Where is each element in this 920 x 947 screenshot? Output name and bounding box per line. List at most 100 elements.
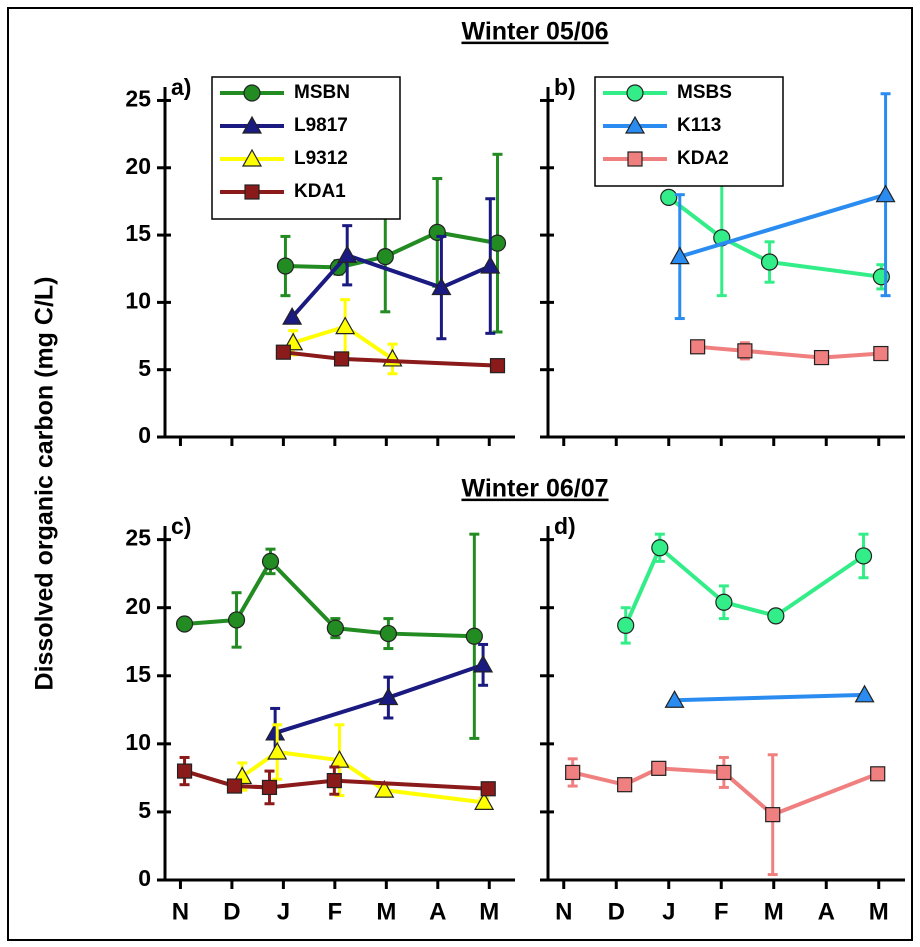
x-tick-label: J — [662, 898, 675, 925]
data-point — [431, 277, 452, 296]
x-tick-label: M — [764, 898, 784, 925]
legend-label: L9312 — [294, 148, 348, 169]
data-point — [379, 624, 397, 643]
data-point — [870, 766, 886, 782]
y-tick-label: 20 — [125, 153, 151, 179]
y-tick-label: 10 — [125, 287, 151, 313]
data-point — [669, 246, 690, 265]
data-point — [176, 763, 193, 779]
data-point — [716, 764, 732, 781]
data-point — [489, 358, 506, 374]
legend-marker — [241, 115, 263, 134]
data-point — [875, 184, 896, 203]
x-tick-label: A — [429, 898, 446, 925]
y-tick-label: 5 — [138, 797, 151, 823]
legend-marker — [241, 148, 263, 167]
data-point — [813, 349, 830, 366]
panel-label: c) — [171, 513, 191, 539]
data-point — [715, 593, 733, 611]
x-tick-label: F — [328, 898, 343, 925]
data-point — [617, 616, 635, 634]
x-tick-label: N — [172, 898, 189, 925]
y-tick-label: 5 — [138, 355, 151, 381]
series-line — [697, 344, 881, 360]
data-point — [474, 792, 495, 810]
y-tick-label: 25 — [125, 86, 151, 112]
legend-label: KDA2 — [677, 148, 729, 169]
data-point — [227, 611, 246, 629]
data-point — [488, 234, 507, 252]
y-tick-label: 20 — [125, 593, 151, 619]
data-point — [473, 654, 494, 673]
data-point — [617, 777, 633, 793]
data-point — [337, 245, 358, 263]
data-point — [854, 684, 875, 703]
data-point — [664, 690, 685, 708]
data-point — [267, 741, 288, 760]
legend-label: MSBN — [294, 82, 350, 103]
legend-marker — [243, 84, 261, 102]
data-point — [690, 339, 706, 355]
data-point — [226, 778, 243, 794]
data-point — [261, 779, 278, 796]
data-point — [335, 316, 356, 335]
panel-title: Winter 05/06 — [461, 18, 608, 46]
data-point — [480, 781, 496, 797]
series-line — [290, 253, 492, 319]
data-point — [175, 615, 194, 633]
y-tick-label: 0 — [138, 422, 151, 448]
panel-label: b) — [554, 74, 576, 100]
data-point — [565, 764, 581, 781]
y-tick-label: 10 — [125, 729, 151, 755]
data-point — [326, 619, 344, 637]
y-tick-label: 25 — [125, 525, 151, 551]
legend-marker — [244, 184, 260, 200]
legend-marker — [624, 115, 646, 134]
data-point — [760, 253, 779, 271]
data-point — [854, 547, 873, 565]
data-point — [737, 343, 753, 359]
series-line — [674, 692, 865, 703]
x-tick-label: J — [277, 898, 290, 925]
data-point — [282, 306, 303, 325]
legend-label: L9817 — [294, 115, 348, 136]
data-point — [326, 773, 342, 789]
y-axis-label: Dissolved organic carbon (mg C/L) — [31, 277, 59, 691]
x-tick-label: M — [376, 898, 396, 925]
data-point — [651, 539, 669, 557]
panel-label: a) — [171, 74, 191, 100]
series-line — [572, 766, 879, 817]
data-point — [660, 188, 678, 206]
x-tick-label: F — [714, 898, 729, 925]
legend-label: KDA1 — [294, 181, 346, 202]
data-point — [767, 607, 785, 625]
data-point — [276, 257, 295, 275]
data-point — [329, 749, 350, 768]
legend-marker — [627, 151, 643, 167]
series-line — [184, 559, 475, 639]
data-point — [275, 344, 291, 360]
data-point — [765, 807, 781, 823]
data-point — [651, 760, 667, 776]
panel-label: d) — [554, 513, 576, 539]
panel-title: Winter 06/07 — [461, 475, 608, 503]
legend-box — [211, 76, 401, 220]
x-tick-label: M — [479, 898, 499, 925]
legend-label: K113 — [677, 115, 721, 136]
series-line — [679, 192, 887, 259]
x-tick-label: N — [555, 898, 572, 925]
data-point — [265, 722, 286, 741]
data-point — [374, 779, 395, 798]
y-tick-label: 15 — [125, 661, 151, 687]
legend-label: MSBS — [677, 82, 732, 103]
series-line — [667, 195, 882, 279]
y-tick-label: 15 — [125, 220, 151, 246]
legend-marker — [626, 84, 644, 102]
data-point — [261, 552, 280, 571]
data-point — [873, 345, 889, 362]
data-point — [378, 687, 399, 706]
x-tick-label: D — [223, 898, 240, 925]
data-point — [465, 627, 483, 645]
x-tick-label: D — [608, 898, 625, 925]
